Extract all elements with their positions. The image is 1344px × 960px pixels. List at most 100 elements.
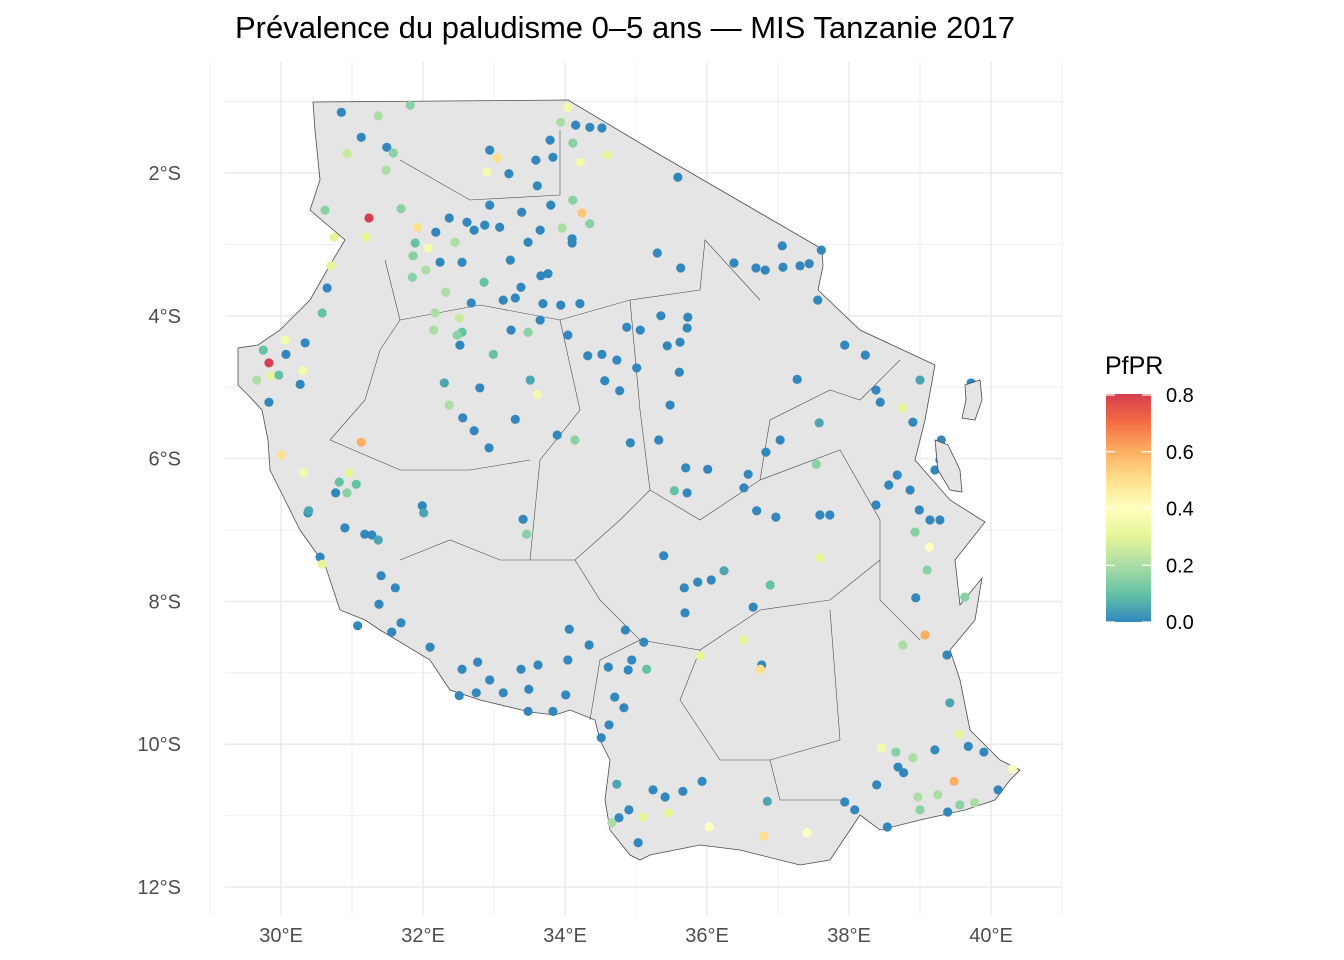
survey-point [298, 366, 308, 376]
survey-point [875, 397, 885, 407]
survey-point [429, 325, 439, 335]
survey-point [545, 135, 555, 145]
survey-point [564, 624, 574, 634]
survey-point [871, 500, 881, 510]
survey-point [441, 287, 451, 297]
survey-point [317, 308, 327, 318]
x-tick-label: 38°E [827, 925, 871, 947]
survey-point [619, 703, 629, 713]
survey-point [623, 665, 633, 675]
survey-point [522, 529, 532, 539]
survey-point [914, 505, 924, 515]
survey-point [648, 785, 658, 795]
survey-point [360, 529, 370, 539]
survey-point [933, 790, 943, 800]
survey-point [417, 501, 427, 511]
survey-point [277, 450, 287, 460]
survey-point [356, 132, 366, 142]
survey-point [412, 222, 422, 232]
survey-point [695, 651, 705, 661]
survey-point [568, 195, 578, 205]
survey-point [910, 527, 920, 537]
y-axis-ticks: 2°S 4°S 6°S 8°S 10°S 12°S [137, 163, 181, 899]
survey-point [264, 358, 274, 368]
survey-point [387, 627, 397, 637]
legend-title: PfPR [1105, 352, 1163, 380]
survey-point [543, 269, 553, 279]
survey-point [505, 255, 515, 265]
region-border [629, 299, 831, 521]
x-axis-ticks: 30°E 32°E 34°E 36°E 38°E 40°E [259, 925, 1013, 947]
survey-point [452, 330, 462, 340]
survey-point [585, 219, 595, 229]
survey-point [299, 468, 309, 478]
survey-point [652, 248, 662, 258]
survey-point [669, 486, 679, 496]
survey-point [563, 330, 573, 340]
survey-point [792, 374, 802, 384]
survey-point [563, 102, 573, 112]
x-tick-label: 32°E [401, 925, 445, 947]
survey-point [674, 367, 684, 377]
survey-point [739, 483, 749, 493]
survey-point [682, 323, 692, 333]
survey-point [439, 378, 449, 388]
survey-point [811, 459, 821, 469]
survey-point [682, 488, 692, 498]
survey-point [523, 327, 533, 337]
survey-point [482, 167, 492, 177]
survey-point [575, 299, 585, 309]
survey-point [561, 690, 571, 700]
survey-point [638, 812, 648, 822]
survey-point [351, 479, 361, 489]
survey-point [353, 621, 363, 631]
survey-point [942, 650, 952, 660]
survey-point [882, 822, 892, 832]
survey-point [425, 642, 435, 652]
survey-point [473, 657, 483, 667]
survey-point [680, 608, 690, 618]
survey-point [552, 430, 562, 440]
survey-point [532, 181, 542, 191]
survey-point [444, 213, 454, 223]
survey-point [905, 485, 915, 495]
survey-point [331, 488, 341, 498]
survey-point [813, 295, 823, 305]
survey-point [719, 566, 729, 576]
survey-point [492, 153, 502, 163]
survey-point [739, 635, 749, 645]
survey-point [815, 510, 825, 520]
region-borders [329, 130, 921, 801]
survey-point [860, 350, 870, 360]
survey-point [925, 515, 935, 525]
survey-point [479, 277, 489, 287]
survey-point [532, 389, 542, 399]
survey-point [584, 640, 594, 650]
tanzania-outline [237, 99, 1021, 866]
survey-point [761, 447, 771, 457]
survey-point [317, 559, 327, 569]
survey-point [627, 655, 637, 665]
survey-point [681, 463, 691, 473]
survey-point [475, 383, 485, 393]
survey-point [326, 261, 336, 271]
survey-point [675, 337, 685, 347]
survey-point [993, 785, 1003, 795]
region-border [829, 359, 901, 401]
survey-point [760, 265, 770, 275]
survey-point [624, 805, 634, 815]
survey-point [454, 313, 464, 323]
survey-point [280, 335, 290, 345]
survey-point [516, 664, 526, 674]
survey-point [884, 480, 894, 490]
survey-point [602, 150, 612, 160]
survey-point [356, 437, 366, 447]
survey-point [450, 237, 460, 247]
survey-point [376, 571, 386, 581]
y-tick-label: 8°S [149, 591, 181, 613]
survey-point [396, 618, 406, 628]
survey-point [660, 792, 670, 802]
survey-point [802, 828, 812, 838]
survey-point [322, 283, 332, 293]
survey-point [872, 780, 882, 790]
